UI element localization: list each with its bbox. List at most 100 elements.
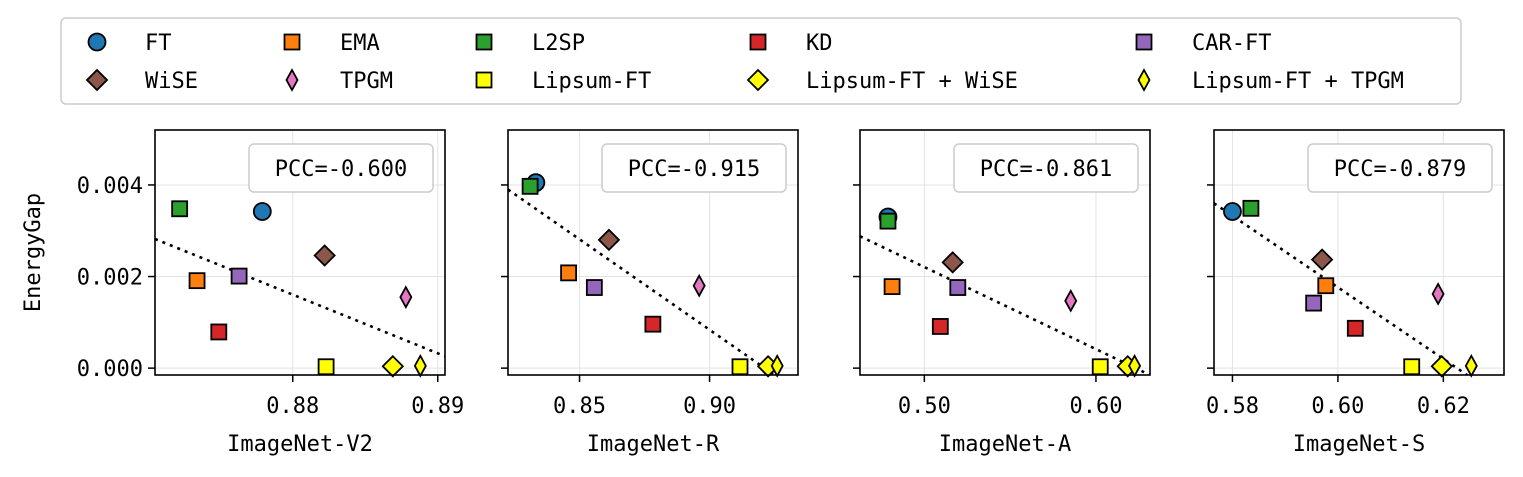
axes-frame xyxy=(1213,129,1505,376)
pcc-annotation-box xyxy=(248,143,434,193)
legend-item-lipsum-ft: Lipsum-FT xyxy=(475,69,651,94)
y-tick-label: 0.002 xyxy=(77,266,143,291)
tpgm-point xyxy=(692,273,706,298)
x-tick-label: 0.58 xyxy=(1206,394,1259,419)
car-ft-point xyxy=(230,267,248,285)
ft-point xyxy=(1223,202,1242,221)
axes-frame xyxy=(507,129,799,376)
pcc-annotation: PCC=-0.861 xyxy=(953,143,1139,193)
car-ft-point xyxy=(1305,294,1323,312)
car-ft-point xyxy=(949,279,967,296)
legend-item-l2sp: L2SP xyxy=(475,31,585,56)
x-axis-label: ImageNet-S xyxy=(1293,432,1425,457)
ft-point xyxy=(252,202,272,221)
lipsum-ft-tpgm-point xyxy=(770,353,784,378)
trendline xyxy=(508,188,776,375)
panel-imagenet-s: 0.58 0.60 0.62 ImageNet-S PCC=-0.879 xyxy=(1206,129,1505,457)
legend-label: FT xyxy=(145,31,172,56)
legend-item-ema: EMA xyxy=(283,31,380,56)
pcc-annotation: PCC=-0.879 xyxy=(1307,143,1493,193)
legend-label: Lipsum-FT + TPGM xyxy=(1192,69,1404,94)
x-tick-label: 0.85 xyxy=(553,394,606,419)
x-axis-label: ImageNet-A xyxy=(939,432,1071,457)
x-tick-label: 0.88 xyxy=(266,394,319,419)
x-tick-label: 0.60 xyxy=(1069,394,1122,419)
lipsum-ft-legend-marker xyxy=(475,71,493,89)
legend-label: Lipsum-FT xyxy=(532,69,651,94)
trendline xyxy=(860,235,1150,375)
lipsum-ft-tpgm-point xyxy=(1128,353,1142,378)
ema-legend-marker xyxy=(283,33,301,51)
y-tick-label: 0.004 xyxy=(77,174,143,199)
legend-item-car-ft: CAR-FT xyxy=(1135,31,1271,56)
panel-imagenet-r: 0.85 0.90 ImageNet-R PCC=-0.915 xyxy=(501,129,799,457)
legend-label: TPGM xyxy=(340,69,393,94)
panels: 0.88 0.89 0.000 0.002 0.004 ImageNet-V2 Energy… xyxy=(21,129,1505,457)
pcc-annotation-text: PCC=-0.600 xyxy=(275,157,407,182)
car-ft-point xyxy=(585,279,603,296)
wise-legend-marker xyxy=(85,68,109,92)
legend: FT EMA L2SP KD CAR-FT WiSE TPGM Lipsum-FT Lipsum… xyxy=(60,17,1462,105)
ema-point xyxy=(883,278,901,296)
x-tick-label: 0.90 xyxy=(683,394,736,419)
x-tick-label: 0.89 xyxy=(411,394,464,419)
lipsum-ft-wise-legend-marker xyxy=(746,68,770,92)
legend-label: WiSE xyxy=(145,69,198,94)
y-tick-label: 0.000 xyxy=(77,357,143,382)
wise-point xyxy=(941,251,964,274)
l2sp-point xyxy=(171,200,189,218)
kd-legend-marker xyxy=(749,33,767,51)
pcc-annotation: PCC=-0.600 xyxy=(248,143,434,193)
legend-label: L2SP xyxy=(532,31,585,56)
wise-point xyxy=(597,228,621,252)
lipsum-ft-tpgm-legend-marker xyxy=(1137,68,1151,92)
kd-point xyxy=(931,318,949,335)
tpgm-point xyxy=(399,285,413,310)
wise-point xyxy=(1310,248,1334,271)
lipsum-ft-point xyxy=(317,358,335,376)
legend-item-tpgm: TPGM xyxy=(285,68,393,94)
l2sp-point xyxy=(879,212,897,230)
tpgm-point xyxy=(1431,282,1445,306)
x-axis-label: ImageNet-V2 xyxy=(227,432,373,457)
axes-frame xyxy=(154,129,446,376)
legend-item-ft: FT xyxy=(87,31,172,56)
wise-point xyxy=(313,244,336,267)
axes-frame xyxy=(859,129,1151,376)
panel-imagenet-v2: 0.88 0.89 0.000 0.002 0.004 ImageNet-V2 Energy… xyxy=(21,129,464,457)
pcc-annotation: PCC=-0.915 xyxy=(601,143,787,193)
legend-label: CAR-FT xyxy=(1192,31,1271,56)
pcc-annotation-box xyxy=(601,143,787,193)
ema-point xyxy=(188,272,206,290)
ema-point xyxy=(560,264,578,282)
pcc-annotation-box xyxy=(953,143,1139,193)
lipsum-ft-wise-point xyxy=(1430,355,1454,378)
pcc-annotation-box xyxy=(1307,143,1493,193)
kd-point xyxy=(1346,319,1364,337)
x-tick-label: 0.50 xyxy=(898,394,951,419)
legend-item-lipsum-ft-tpgm: Lipsum-FT + TPGM xyxy=(1137,68,1404,94)
lipsum-ft-point xyxy=(731,358,749,376)
legend-label: Lipsum-FT + WiSE xyxy=(806,69,1018,94)
kd-point xyxy=(644,315,662,333)
lipsum-ft-tpgm-point xyxy=(1464,353,1478,378)
x-tick-label: 0.60 xyxy=(1311,394,1364,419)
kd-point xyxy=(210,323,228,341)
legend-item-kd: KD xyxy=(749,31,833,56)
lipsum-ft-point xyxy=(1403,358,1421,376)
lipsum-ft-wise-point xyxy=(381,355,405,378)
pcc-annotation-text: PCC=-0.915 xyxy=(628,157,760,182)
legend-item-lipsum-ft-wise: Lipsum-FT + WiSE xyxy=(746,68,1018,94)
l2sp-point xyxy=(521,177,539,195)
legend-label: EMA xyxy=(340,31,380,56)
legend-frame xyxy=(60,17,1462,105)
trendline xyxy=(1214,202,1468,375)
car-ft-legend-marker xyxy=(1135,33,1153,51)
lipsum-ft-point xyxy=(1091,358,1109,376)
lipsum-ft-tpgm-point xyxy=(413,353,427,378)
x-tick-label: 0.62 xyxy=(1417,394,1470,419)
ft-legend-marker xyxy=(87,32,107,52)
ema-point xyxy=(1317,277,1335,295)
x-axis-label: ImageNet-R xyxy=(587,432,720,457)
